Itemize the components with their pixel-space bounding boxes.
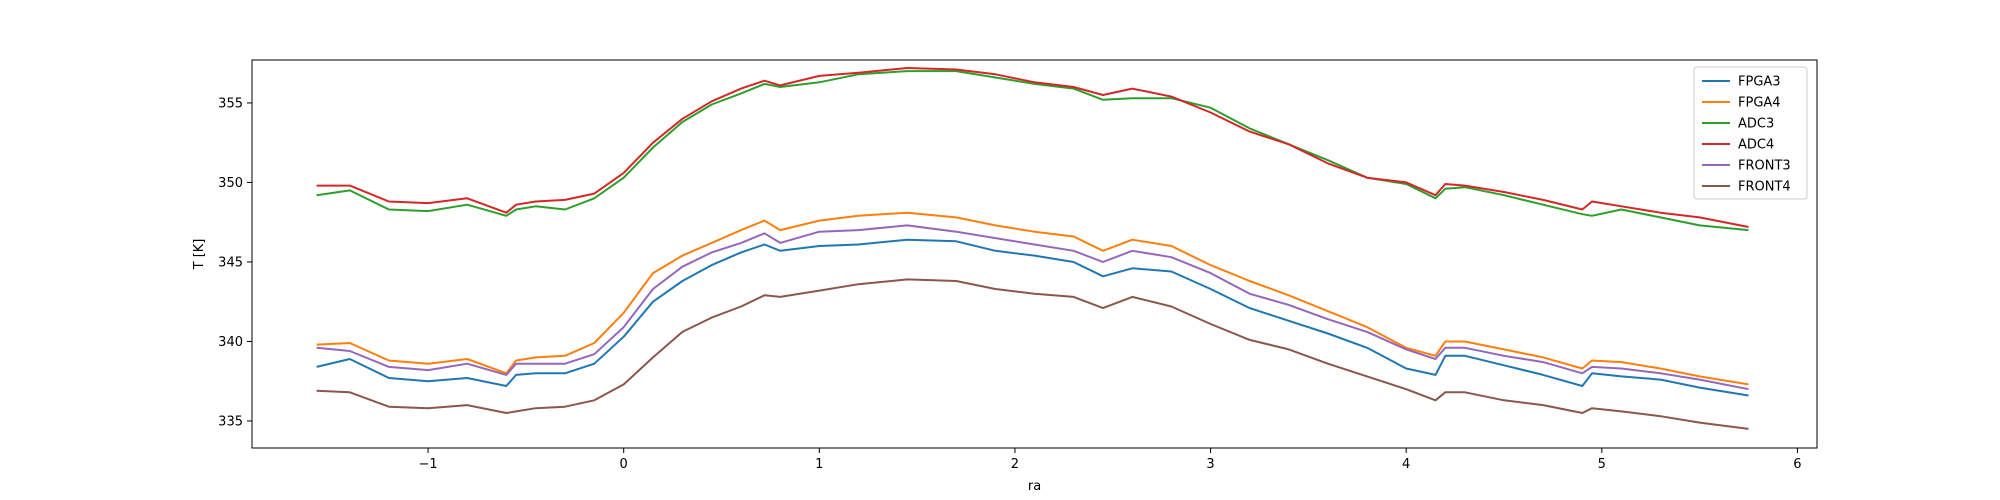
y-axis-ticks: 335 340 345 350 355 <box>218 96 252 429</box>
plot-area <box>316 67 1749 430</box>
legend-label: FPGA4 <box>1738 96 1781 111</box>
x-tick-label: 1 <box>815 457 823 472</box>
x-axis-ticks: −1 0 1 2 3 4 5 6 <box>418 448 1802 472</box>
x-tick-label: 4 <box>1402 457 1410 472</box>
y-tick-label: 340 <box>218 335 243 350</box>
series-line-fpga3 <box>316 238 1749 397</box>
series-line-front4 <box>316 278 1749 430</box>
x-tick-label: 3 <box>1206 457 1214 472</box>
y-tick-label: 335 <box>218 414 243 429</box>
x-tick-label: 5 <box>1598 457 1606 472</box>
axes-frame <box>251 59 1818 449</box>
x-tick-label: 6 <box>1793 457 1801 472</box>
x-tick-label: −1 <box>418 457 437 472</box>
legend-label: FRONT4 <box>1738 180 1791 195</box>
x-tick-label: 2 <box>1011 457 1019 472</box>
series-line-adc3 <box>316 70 1749 232</box>
series-line-fpga4 <box>316 211 1749 386</box>
x-tick-label: 0 <box>620 457 628 472</box>
legend-label: FRONT3 <box>1738 159 1791 174</box>
series-line-adc4 <box>316 67 1749 228</box>
legend-label: FPGA3 <box>1738 75 1781 90</box>
x-axis-label: ra <box>1028 479 1041 494</box>
series-line-front3 <box>316 224 1749 391</box>
legend-label: ADC4 <box>1738 138 1774 153</box>
legend-label: ADC3 <box>1738 117 1774 132</box>
y-tick-label: 355 <box>218 96 243 111</box>
y-tick-label: 345 <box>218 255 243 270</box>
legend: FPGA3 FPGA4 ADC3 ADC4 FRONT3 FRONT4 <box>1693 66 1808 200</box>
y-axis-label: T [K] <box>192 239 207 271</box>
y-tick-label: 350 <box>218 176 243 191</box>
